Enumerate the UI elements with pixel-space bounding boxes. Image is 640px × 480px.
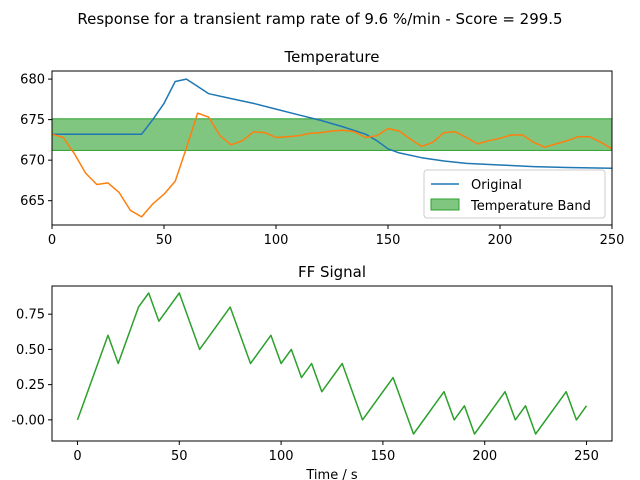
temperature-xtick-label: 250 (600, 233, 625, 248)
temperature-lines-layer (51, 78, 613, 218)
temperature-xtick-label: 50 (156, 233, 173, 248)
ff-signal-subplot: FF Signal 0 50 100 150 200 250 -0.00 0.25 0.50 0… (11, 263, 613, 480)
temperature-series-line-1 (51, 112, 613, 218)
ff-signal-axes-frame (51, 285, 613, 442)
ff-signal-xtick-label: 250 (574, 449, 599, 464)
ff-signal-xtick-label: 0 (73, 449, 81, 464)
legend-original-label: Original (471, 178, 522, 193)
temperature-xtick-label: 200 (488, 233, 513, 248)
temperature-y-ticks: 665 670 675 680 (20, 73, 52, 209)
temperature-xtick-label: 150 (376, 233, 401, 248)
ff-signal-xtick-label: 200 (472, 449, 497, 464)
ff-signal-xtick-label: 50 (171, 449, 188, 464)
temperature-ytick-label: 670 (20, 154, 45, 169)
figure-suptitle: Response for a transient ramp rate of 9.… (77, 10, 562, 28)
temperature-subplot: Temperature 0 50 100 150 200 250 665 670 675 680… (20, 48, 624, 248)
temperature-ytick-label: 675 (20, 113, 45, 128)
temperature-title: Temperature (283, 48, 379, 66)
temperature-series-original (52, 78, 613, 170)
ff-signal-ytick-label: -0.00 (11, 413, 45, 428)
ff-signal-y-ticks: -0.00 0.25 0.50 0.75 (11, 308, 52, 428)
ff-signal-lines-layer (76, 292, 588, 435)
ff-signal-series-line-0 (76, 292, 588, 435)
temperature-legend: Original Temperature Band (423, 169, 606, 219)
ff-signal-xtick-label: 150 (370, 449, 395, 464)
temperature-x-ticks: 0 50 100 150 200 250 (48, 225, 625, 248)
temperature-ytick-label: 680 (20, 73, 45, 88)
ff-signal-ytick-label: 0.25 (16, 378, 45, 393)
ff-signal-xlabel: Time / s (305, 468, 357, 480)
ff-signal-ytick-label: 0.50 (16, 343, 45, 358)
ff-signal-ytick-label: 0.75 (16, 308, 45, 323)
ff-signal-x-ticks: 0 50 100 150 200 250 (73, 441, 599, 464)
legend-band-label: Temperature Band (470, 199, 591, 214)
temperature-axes-frame (51, 70, 613, 226)
temperature-xtick-label: 100 (264, 233, 289, 248)
temperature-ytick-label: 665 (20, 194, 45, 209)
ff-signal-xtick-label: 100 (269, 449, 294, 464)
temperature-xtick-label: 0 (48, 233, 56, 248)
legend-frame (423, 169, 606, 219)
ff-signal-title: FF Signal (298, 263, 366, 281)
legend-band-swatch (430, 198, 460, 211)
